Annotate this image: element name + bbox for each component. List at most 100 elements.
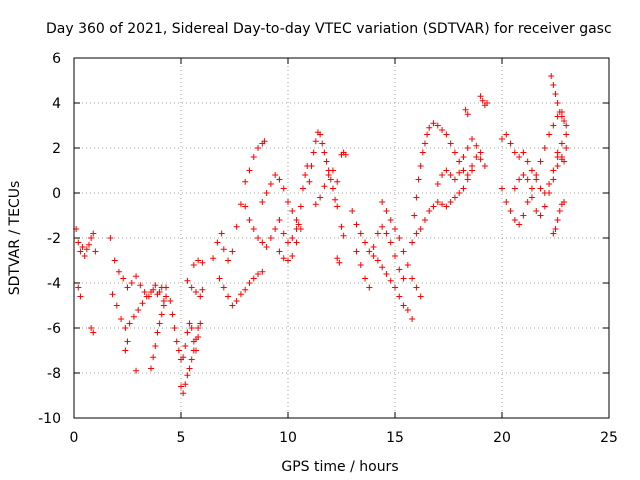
data-point: [426, 208, 433, 214]
data-point: [379, 199, 386, 205]
data-point: [186, 365, 193, 372]
x-tick-label: 25: [600, 430, 618, 446]
data-point: [152, 343, 159, 349]
data-point: [133, 367, 140, 374]
data-point: [312, 138, 319, 145]
data-point: [327, 176, 334, 183]
data-point: [451, 149, 458, 156]
data-point: [533, 172, 540, 178]
data-point: [88, 235, 95, 241]
data-point: [434, 122, 441, 129]
data-point: [548, 73, 555, 79]
data-point: [124, 338, 131, 345]
data-point: [473, 142, 480, 149]
data-point: [133, 273, 140, 280]
data-point: [139, 300, 146, 307]
data-point: [167, 298, 174, 304]
data-point: [484, 100, 491, 106]
data-point: [158, 311, 165, 318]
data-point: [460, 185, 467, 192]
data-point: [464, 145, 471, 151]
data-point: [267, 235, 274, 241]
data-point: [511, 217, 518, 223]
data-point: [329, 167, 336, 174]
data-point: [552, 91, 559, 97]
data-point: [325, 172, 332, 178]
data-point: [481, 163, 488, 169]
data-point: [150, 354, 157, 361]
data-point: [338, 223, 345, 230]
data-point: [250, 154, 257, 160]
data-point: [197, 320, 204, 327]
data-point: [199, 286, 206, 293]
data-point: [122, 347, 129, 354]
data-point: [550, 167, 557, 174]
y-axis-label: SDTVAR / TECUs: [7, 181, 23, 296]
data-point: [276, 217, 283, 223]
series-t5: [178, 325, 202, 397]
data-point: [276, 176, 283, 183]
data-point: [443, 203, 450, 210]
data-point: [447, 140, 454, 147]
data-point: [280, 185, 287, 192]
data-point: [537, 212, 544, 219]
data-point: [178, 383, 184, 390]
series-t20: [462, 93, 491, 118]
data-point: [171, 325, 178, 331]
data-point: [263, 190, 270, 196]
series-t21: [499, 131, 570, 196]
data-point: [137, 282, 144, 289]
data-point: [160, 302, 167, 309]
series-t2: [109, 282, 167, 331]
series-t10: [259, 172, 304, 232]
axis-ticks: 0 5 10 15 20 25 -10 -8 -6 -4 -2 0 2 4 6: [38, 51, 618, 446]
data-point: [392, 284, 398, 291]
data-point: [396, 266, 403, 273]
data-point: [83, 246, 90, 253]
data-point: [561, 158, 568, 165]
data-point: [255, 145, 262, 151]
data-point: [387, 239, 394, 246]
data-point: [276, 248, 283, 255]
data-point: [120, 275, 127, 282]
data-point: [280, 255, 287, 262]
data-point: [396, 235, 403, 241]
data-point: [447, 172, 454, 178]
data-point: [550, 230, 557, 237]
data-point: [469, 167, 476, 174]
data-point: [556, 109, 563, 115]
data-point: [460, 154, 467, 160]
data-point: [329, 185, 336, 192]
series-t7: [210, 138, 268, 264]
data-point: [456, 190, 463, 196]
data-point: [115, 268, 122, 275]
series-t6: [184, 257, 206, 300]
data-point: [374, 257, 381, 264]
data-point: [263, 244, 270, 250]
series-t23: [511, 145, 570, 219]
data-point: [156, 289, 163, 295]
data-point: [460, 167, 467, 174]
data-point: [507, 140, 514, 147]
data-point: [503, 199, 510, 205]
data-point: [302, 172, 309, 178]
data-point: [246, 217, 253, 223]
data-point: [520, 212, 527, 219]
data-point: [186, 320, 193, 327]
data-point: [357, 230, 364, 237]
data-point: [173, 338, 180, 345]
data-point: [148, 289, 155, 295]
series-t12: [306, 129, 349, 210]
data-point: [192, 289, 199, 295]
data-point: [541, 203, 548, 210]
data-point: [237, 291, 244, 298]
data-point: [197, 293, 204, 300]
data-point: [332, 196, 339, 203]
series-t0: [73, 226, 99, 336]
data-point: [434, 199, 441, 205]
data-point: [349, 208, 356, 214]
data-point: [469, 136, 476, 142]
data-point: [451, 194, 458, 201]
data-point: [456, 169, 463, 176]
data-point: [199, 259, 206, 266]
